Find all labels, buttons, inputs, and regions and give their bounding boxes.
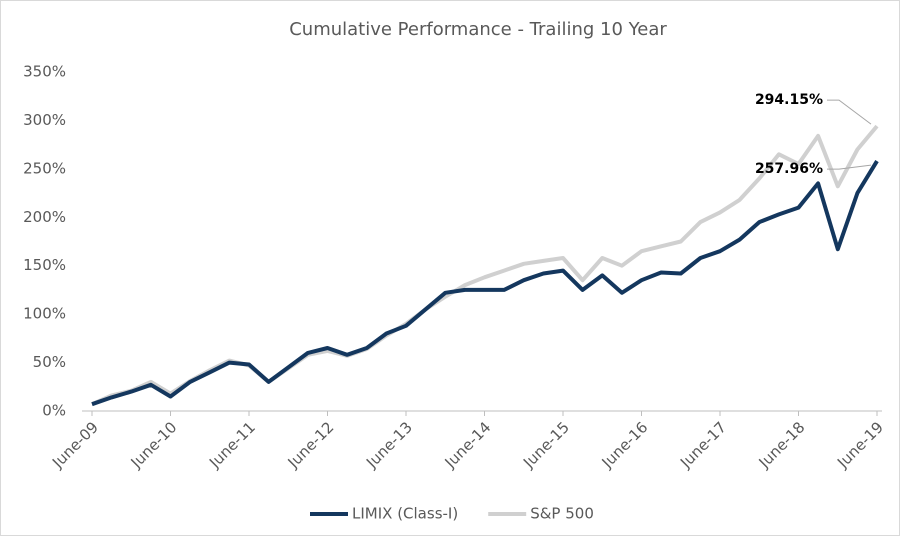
data-label: 294.15% [755, 92, 823, 108]
chart-title: Cumulative Performance - Trailing 10 Yea… [289, 19, 667, 40]
y-tick-label: 250% [23, 159, 66, 177]
callout-line [827, 164, 872, 170]
legend-label: LIMIX (Class-I) [352, 505, 458, 523]
data-label: 257.96% [755, 161, 823, 177]
y-tick-label: 50% [33, 353, 66, 371]
callout-line [827, 99, 872, 125]
y-tick-label: 300% [23, 111, 66, 129]
series-line [91, 160, 879, 407]
y-tick-label: 200% [23, 208, 66, 226]
y-tick-label: 350% [23, 63, 66, 81]
legend-label: S&P 500 [530, 505, 594, 523]
y-tick-label: 150% [23, 256, 66, 274]
y-tick-label: 100% [23, 305, 66, 323]
y-tick-label: 0% [42, 402, 66, 420]
